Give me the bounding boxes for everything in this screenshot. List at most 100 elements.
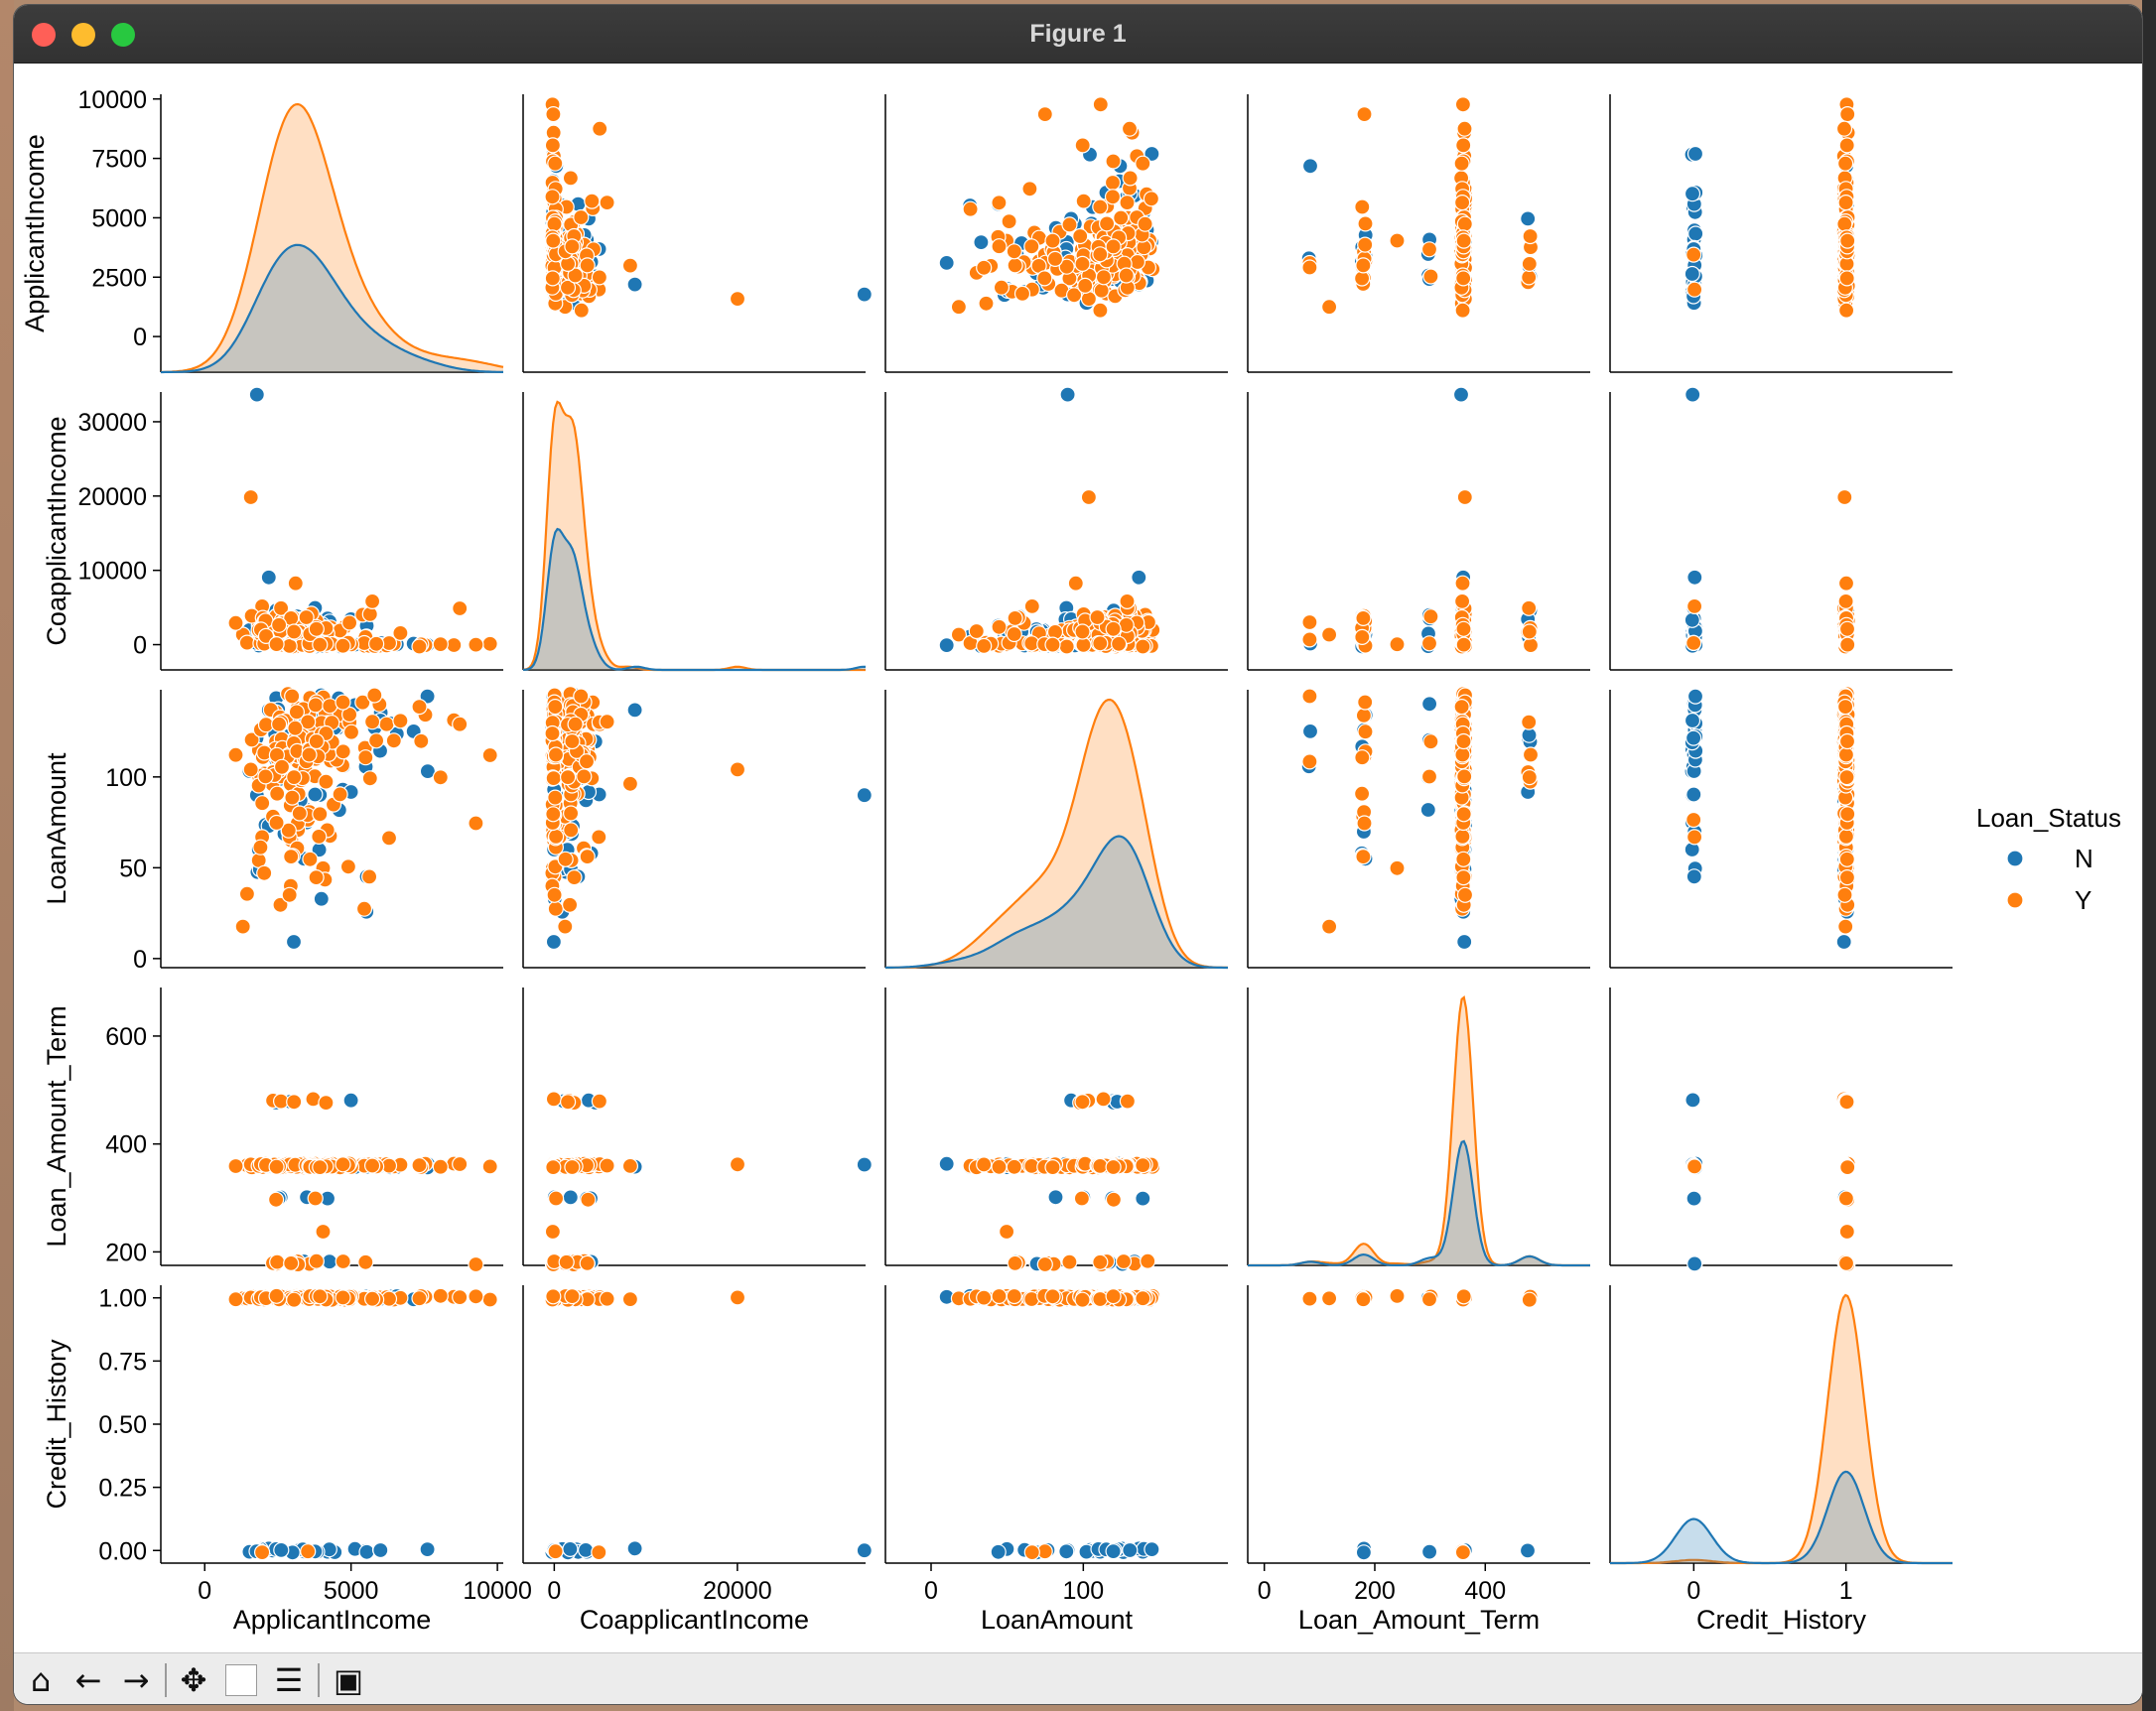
scatter-point-Y — [452, 716, 469, 732]
subplot-LoanAmount-vs-LoanAmount — [884, 690, 1229, 970]
scatter-point-Y — [1105, 1158, 1122, 1176]
scatter-point-Y — [1058, 638, 1075, 655]
scatter-point-N — [1135, 1190, 1151, 1207]
scatter-point-Y — [361, 770, 378, 787]
scatter-point-Y — [300, 1543, 317, 1560]
scatter-point-Y — [1837, 746, 1855, 763]
scatter-point-Y — [1354, 628, 1371, 646]
y-tick-label: 10000 — [77, 558, 147, 586]
scatter-point-Y — [335, 1289, 351, 1306]
scatter-point-Y — [1092, 96, 1109, 113]
scatter-point-Y — [1119, 195, 1136, 211]
scatter-point-Y — [621, 1290, 639, 1308]
scatter-point-N — [1058, 1543, 1075, 1560]
scatter-point-Y — [962, 200, 979, 217]
scatter-point-Y — [1685, 597, 1703, 615]
scatter-point-N — [372, 1541, 389, 1559]
scatter-point-Y — [1001, 213, 1017, 230]
subplot-CoapplicantIncome-vs-CoapplicantIncome — [522, 392, 867, 672]
scatter-point-Y — [559, 1094, 577, 1111]
scatter-point-N — [545, 933, 563, 951]
scatter-point-N — [1684, 265, 1700, 283]
scatter-point-Y — [1838, 768, 1855, 786]
y-tick-label: 0 — [133, 946, 147, 974]
close-button[interactable] — [32, 23, 56, 47]
scatter-point-Y — [978, 295, 995, 312]
desktop-background-right — [2142, 0, 2156, 1711]
scatter-point-Y — [268, 1287, 285, 1304]
scatter-point-Y — [567, 267, 584, 284]
scatter-point-N — [358, 1543, 375, 1560]
scatter-point-Y — [234, 918, 251, 935]
scatter-point-Y — [238, 885, 255, 902]
x-tick-label: 0 — [547, 1577, 561, 1605]
scatter-point-Y — [286, 1094, 303, 1111]
scatter-point-Y — [268, 1158, 285, 1175]
scatter-point-Y — [1453, 592, 1471, 610]
scatter-point-Y — [452, 1288, 469, 1306]
scatter-point-Y — [1080, 488, 1098, 506]
scatter-point-Y — [1046, 250, 1064, 267]
scatter-point-Y — [1453, 155, 1470, 172]
scatter-point-Y — [993, 279, 1011, 296]
y-tick-label: 7500 — [91, 146, 147, 174]
scatter-point-N — [313, 890, 330, 907]
scatter-point-Y — [286, 768, 303, 786]
scatter-point-Y — [1839, 806, 1856, 823]
scatter-point-Y — [254, 795, 271, 812]
scatter-point-Y — [269, 785, 286, 802]
scatter-point-Y — [227, 1291, 244, 1308]
scatter-point-N — [1686, 569, 1703, 586]
scatter-point-Y — [361, 868, 378, 885]
scatter-point-Y — [227, 1157, 244, 1175]
subplot-ApplicantIncome-vs-CoapplicantIncome — [522, 94, 873, 373]
scatter-point-Y — [1007, 609, 1023, 627]
scatter-point-Y — [1837, 828, 1855, 846]
scatter-point-Y — [1422, 733, 1439, 750]
scatter-point-Y — [599, 1290, 615, 1307]
scatter-point-N — [1452, 386, 1470, 403]
scatter-point-Y — [1137, 215, 1153, 232]
scatter-point-Y — [561, 896, 579, 913]
title-bar[interactable]: Figure 1 — [14, 5, 2142, 64]
scatter-point-Y — [991, 195, 1008, 211]
scatter-point-Y — [468, 1255, 484, 1273]
zoom-window-button[interactable] — [111, 23, 135, 47]
minimize-button[interactable] — [71, 23, 95, 47]
scatter-point-Y — [1454, 575, 1471, 592]
y-tick-label: 10000 — [77, 86, 147, 114]
subplot-Loan_Amount_Term-vs-LoanAmount — [884, 987, 1228, 1273]
scatter-point-Y — [599, 195, 615, 211]
scatter-point-Y — [286, 1291, 303, 1308]
scatter-point-Y — [547, 900, 564, 917]
scatter-point-Y — [1092, 1157, 1109, 1175]
scatter-point-Y — [729, 1156, 746, 1173]
scatter-point-Y — [1456, 215, 1473, 232]
scatter-point-Y — [1389, 636, 1406, 653]
scatter-point-Y — [1357, 215, 1374, 232]
scatter-point-Y — [1074, 623, 1091, 640]
scatter-point-N — [1684, 386, 1701, 403]
scatter-point-Y — [1420, 241, 1438, 258]
scatter-point-Y — [591, 269, 608, 286]
scatter-point-Y — [1095, 1091, 1112, 1108]
subplot-LoanAmount-vs-CoapplicantIncome — [522, 685, 873, 969]
scatter-point-Y — [339, 858, 356, 875]
scatter-point-Y — [976, 637, 993, 655]
subplot-Loan_Amount_Term-vs-Loan_Amount_Term — [1247, 987, 1590, 1267]
scatter-point-Y — [547, 155, 564, 172]
scatter-point-Y — [1838, 620, 1856, 637]
scatter-point-Y — [1422, 608, 1439, 625]
scatter-point-Y — [584, 193, 601, 209]
scatter-point-Y — [1320, 626, 1338, 643]
scatter-point-N — [1686, 1255, 1703, 1272]
scatter-point-Y — [621, 1157, 639, 1175]
scatter-point-Y — [1320, 299, 1338, 316]
kde-fill-N — [161, 244, 503, 372]
scatter-point-Y — [1320, 918, 1338, 935]
scatter-point-Y — [1074, 137, 1091, 154]
scatter-point-Y — [481, 1291, 498, 1308]
scatter-point-Y — [1355, 257, 1372, 274]
scatter-point-Y — [1007, 257, 1023, 274]
